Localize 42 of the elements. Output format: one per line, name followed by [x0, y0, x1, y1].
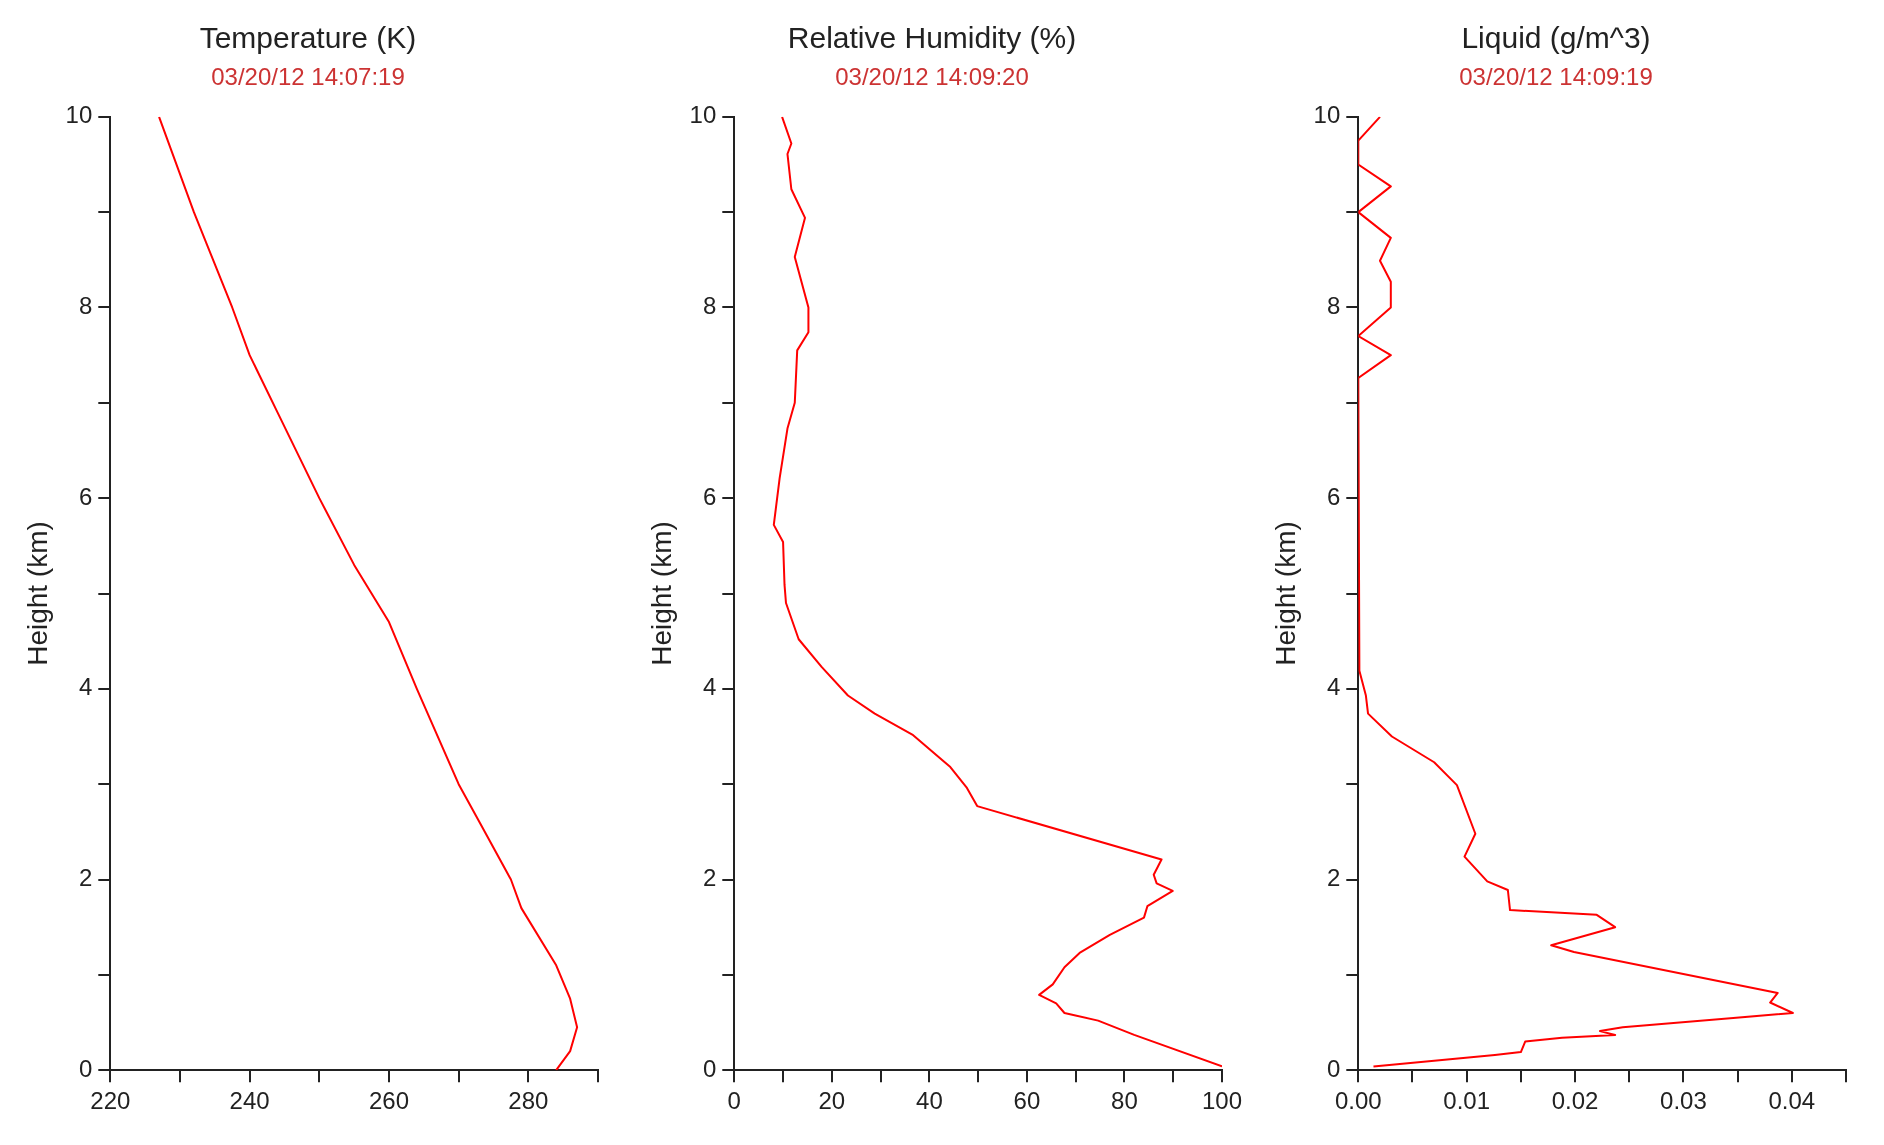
- chart-subtitle: 03/20/12 14:09:20: [835, 63, 1029, 91]
- x-tick-label: 0: [727, 1087, 741, 1115]
- y-tick-label: 4: [1326, 673, 1341, 701]
- y-tick-label: 4: [78, 673, 93, 701]
- y-tick-label: 10: [65, 101, 93, 129]
- x-tick-label: 20: [818, 1087, 846, 1115]
- y-tick-label: 2: [1326, 864, 1341, 892]
- y-tick-label: 4: [702, 673, 717, 701]
- x-tick-label: 100: [1201, 1087, 1243, 1115]
- x-tick-label: 0.02: [1551, 1087, 1599, 1115]
- y-tick-label: 8: [1326, 292, 1341, 320]
- y-axis-title: Height (km): [21, 521, 53, 666]
- y-tick-label: 2: [702, 864, 717, 892]
- x-tick-label: 220: [90, 1087, 131, 1115]
- y-tick-label: 6: [78, 482, 93, 510]
- y-axis-title: Height (km): [1269, 521, 1301, 666]
- y-tick-label: 6: [702, 482, 717, 510]
- x-tick-label: 60: [1013, 1087, 1041, 1115]
- chart-title: Relative Humidity (%): [787, 21, 1077, 55]
- y-tick-label: 10: [1313, 101, 1341, 129]
- x-tick-label: 240: [229, 1087, 270, 1115]
- y-tick-label: 0: [702, 1054, 717, 1082]
- chart-subtitle: 03/20/12 14:09:19: [1459, 63, 1653, 91]
- y-tick-label: 8: [78, 292, 93, 320]
- y-axis-title: Height (km): [645, 521, 677, 666]
- x-tick-label: 0.04: [1768, 1087, 1816, 1115]
- chart-title: Liquid (g/m^3): [1461, 21, 1651, 55]
- x-tick-label: 80: [1111, 1087, 1138, 1115]
- y-tick-label: 8: [702, 292, 717, 320]
- y-tick-label: 2: [78, 864, 93, 892]
- x-tick-label: 0.03: [1660, 1087, 1707, 1115]
- x-tick-label: 0.01: [1443, 1087, 1491, 1115]
- x-tick-label: 280: [508, 1087, 549, 1115]
- text: 0.00: [1334, 1087, 1382, 1115]
- y-tick-label: 10: [689, 101, 717, 129]
- chart-subtitle: 03/20/12 14:07:19: [211, 63, 405, 91]
- x-tick-label: 260: [368, 1087, 410, 1115]
- y-tick-label: 0: [78, 1054, 93, 1082]
- x-tick-label: 40: [916, 1087, 943, 1115]
- chart-title: Temperature (K): [199, 21, 417, 55]
- y-tick-label: 6: [1326, 482, 1341, 510]
- y-tick-label: 0: [1326, 1054, 1341, 1082]
